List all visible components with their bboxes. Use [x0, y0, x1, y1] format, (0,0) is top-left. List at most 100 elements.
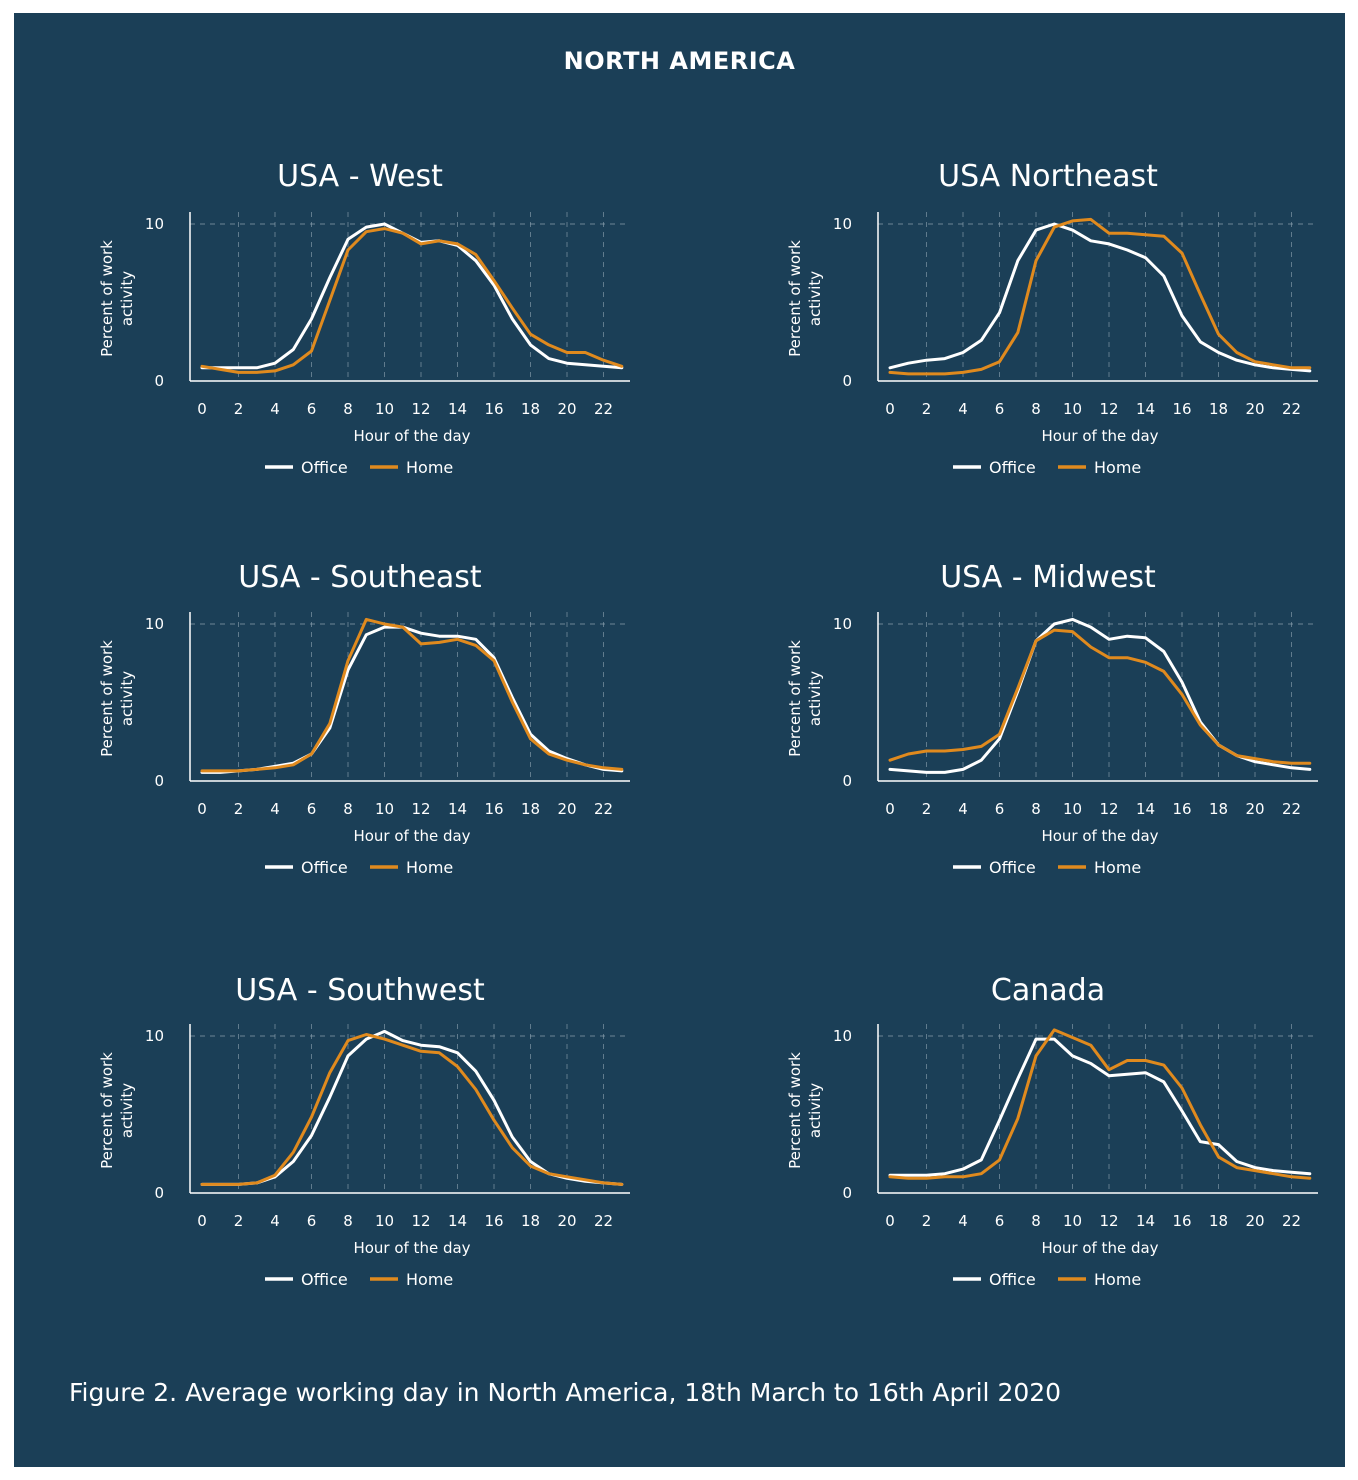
x-tick-label: 18: [521, 800, 540, 818]
y-tick-label: 0: [842, 772, 852, 790]
y-axis-label-line: Percent of work: [786, 1052, 804, 1169]
x-tick-label: 2: [922, 800, 932, 818]
legend-label-office: Office: [989, 858, 1036, 877]
y-axis-label-line: Percent of work: [786, 640, 804, 757]
y-tick-label: 10: [833, 215, 852, 233]
x-tick-label: 4: [958, 400, 968, 418]
series-line-office: [200, 222, 624, 370]
x-tick-label: 14: [448, 800, 467, 818]
x-tick-label: 2: [922, 1212, 932, 1230]
y-axis-label-line: Percent of work: [98, 240, 116, 357]
series-line-home: [200, 617, 624, 773]
y-tick-label: 10: [833, 615, 852, 633]
y-axis-label-line: activity: [118, 271, 136, 326]
x-tick-label: 22: [1282, 400, 1301, 418]
x-tick-label: 14: [448, 1212, 467, 1230]
x-tick-label: 22: [1282, 800, 1301, 818]
x-tick-label: 16: [484, 400, 503, 418]
chart-panel: Canada 0 10 0 2 4 6 8 10 12 14 16 18 20 22 Hour of the …: [786, 973, 1318, 1289]
y-tick-label: 0: [842, 372, 852, 390]
chart-title: USA - Midwest: [940, 560, 1156, 595]
x-tick-label: 0: [885, 800, 895, 818]
legend-label-office: Office: [301, 1270, 348, 1289]
x-axis-label: Hour of the day: [353, 827, 470, 845]
x-tick-label: 14: [1136, 800, 1155, 818]
y-axis-label: Percent of work activity: [786, 640, 824, 757]
series-line-home: [888, 628, 1312, 765]
y-tick-label: 10: [145, 1027, 164, 1045]
x-axis-label: Hour of the day: [353, 1239, 470, 1257]
x-tick-label: 4: [270, 800, 280, 818]
y-axis-label-line: activity: [118, 671, 136, 726]
x-tick-label: 0: [197, 1212, 207, 1230]
y-tick-label: 10: [833, 1027, 852, 1045]
legend-label-office: Office: [301, 458, 348, 477]
series-line-home: [888, 217, 1312, 376]
x-axis-label: Hour of the day: [353, 427, 470, 445]
x-tick-label: 20: [1245, 800, 1264, 818]
series-line-office: [888, 1037, 1312, 1177]
y-axis-label: Percent of work activity: [98, 640, 136, 757]
y-axis-label-line: activity: [806, 271, 824, 326]
legend-label-home: Home: [1094, 458, 1141, 477]
x-tick-label: 8: [343, 1212, 353, 1230]
x-tick-label: 18: [1209, 1212, 1228, 1230]
y-tick-label: 0: [154, 372, 164, 390]
x-axis-label: Hour of the day: [1041, 1239, 1158, 1257]
x-tick-label: 22: [594, 1212, 613, 1230]
series-line-office: [888, 222, 1312, 373]
chart-title: USA - Southeast: [238, 560, 482, 595]
series-line-home: [888, 1028, 1312, 1180]
x-tick-label: 10: [1063, 1212, 1082, 1230]
y-axis-label: Percent of work activity: [98, 240, 136, 357]
x-tick-label: 12: [1099, 1212, 1118, 1230]
y-axis-label-line: Percent of work: [786, 240, 804, 357]
x-tick-label: 16: [1172, 800, 1191, 818]
x-axis-label: Hour of the day: [1041, 827, 1158, 845]
legend-label-office: Office: [301, 858, 348, 877]
legend-label-office: Office: [989, 1270, 1036, 1289]
y-axis-label: Percent of work activity: [786, 240, 824, 357]
legend-label-home: Home: [406, 1270, 453, 1289]
x-tick-label: 18: [521, 1212, 540, 1230]
chart-panel: USA - West 0 10 0 2 4 6 8 10 12 14 16 18 20 22 Hour of …: [98, 159, 630, 477]
series-line-office: [200, 625, 624, 774]
series-line-office: [200, 1029, 624, 1186]
figure-caption: Figure 2. Average working day in North A…: [69, 1378, 1062, 1407]
chart-panel: USA - Midwest 0 10 0 2 4 6 8 10 12 14 16 18 20 22 Hour …: [786, 560, 1318, 877]
x-tick-label: 16: [1172, 1212, 1191, 1230]
x-tick-label: 12: [411, 400, 430, 418]
y-tick-label: 10: [145, 215, 164, 233]
x-tick-label: 8: [1031, 1212, 1041, 1230]
x-tick-label: 4: [270, 400, 280, 418]
x-axis-label: Hour of the day: [1041, 427, 1158, 445]
x-tick-label: 12: [411, 1212, 430, 1230]
y-tick-label: 0: [154, 772, 164, 790]
y-axis-label: Percent of work activity: [98, 1052, 136, 1169]
y-axis-label-line: activity: [118, 1083, 136, 1138]
x-tick-label: 14: [1136, 400, 1155, 418]
x-tick-label: 8: [343, 800, 353, 818]
x-tick-label: 22: [594, 400, 613, 418]
x-tick-label: 2: [234, 800, 244, 818]
x-tick-label: 16: [484, 800, 503, 818]
x-tick-label: 4: [958, 1212, 968, 1230]
x-tick-label: 20: [557, 400, 576, 418]
x-tick-label: 6: [307, 800, 317, 818]
y-tick-label: 0: [154, 1184, 164, 1202]
x-tick-label: 6: [995, 800, 1005, 818]
x-tick-label: 10: [1063, 800, 1082, 818]
x-tick-label: 14: [1136, 1212, 1155, 1230]
chart-panel: USA - Southwest 0 10 0 2 4 6 8 10 12 14 16 18 20 22 Hou…: [98, 973, 630, 1289]
x-tick-label: 20: [1245, 1212, 1264, 1230]
x-tick-label: 20: [557, 800, 576, 818]
y-axis-label-line: Percent of work: [98, 1052, 116, 1169]
chart-panel: USA - Southeast 0 10 0 2 4 6 8 10 12 14 16 18 20 22 Hou…: [98, 560, 630, 877]
x-tick-label: 2: [922, 400, 932, 418]
series-line-home: [200, 227, 624, 374]
chart-panel: USA Northeast 0 10 0 2 4 6 8 10 12 14 16 18 20 22 Hour …: [786, 159, 1318, 477]
x-tick-label: 8: [1031, 400, 1041, 418]
x-tick-label: 18: [1209, 800, 1228, 818]
legend-label-office: Office: [989, 458, 1036, 477]
